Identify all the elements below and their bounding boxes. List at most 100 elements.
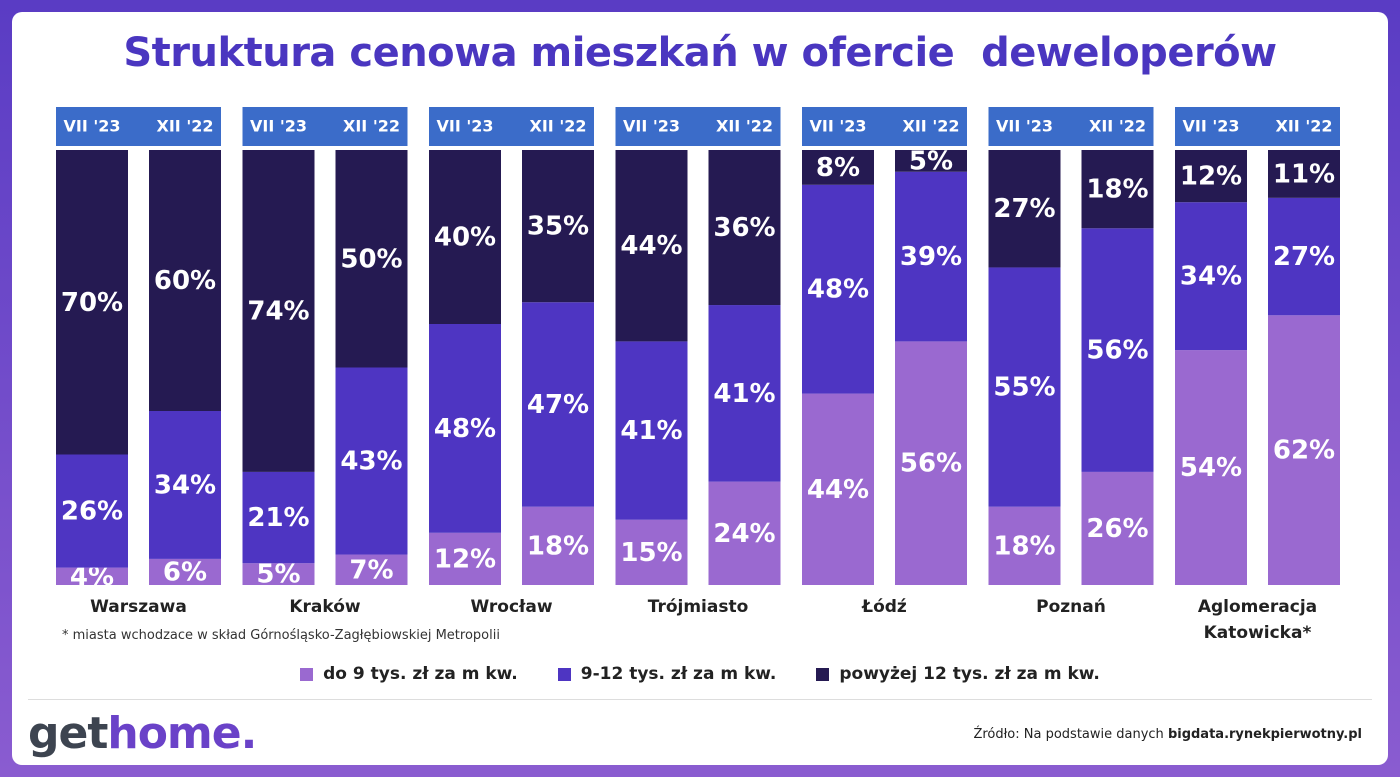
bar-segment xyxy=(895,150,967,172)
value-label: 26% xyxy=(61,497,123,527)
period-label: XII '22 xyxy=(1089,117,1146,136)
bar-segment xyxy=(429,324,501,533)
bar-segment xyxy=(708,305,781,482)
value-label: 5% xyxy=(909,146,953,176)
value-label: 11% xyxy=(1273,159,1335,189)
logo: gethome. xyxy=(28,708,257,759)
value-label: 54% xyxy=(1180,453,1242,483)
bar-segment xyxy=(988,267,1061,507)
bar-segment xyxy=(1175,350,1247,585)
value-label: 8% xyxy=(816,153,860,183)
legend-label: do 9 tys. zł za m kw. xyxy=(323,664,518,684)
bar-segment xyxy=(708,481,781,585)
legend-item: do 9 tys. zł za m kw. xyxy=(300,664,518,684)
logo-part: home. xyxy=(107,708,257,759)
bar-segment xyxy=(149,150,221,411)
city-label: Aglomeracja Katowicka* xyxy=(1197,597,1318,643)
source-link: bigdata.rynekpierwotny.pl xyxy=(1167,727,1362,742)
bar-segment xyxy=(802,150,874,185)
value-label: 21% xyxy=(247,503,309,533)
period-label: XII '22 xyxy=(716,117,773,136)
value-label: 18% xyxy=(527,531,589,561)
value-label: 44% xyxy=(620,231,682,261)
legend-swatch xyxy=(816,667,830,681)
bar-segment xyxy=(335,150,408,368)
bar-segment xyxy=(242,150,315,472)
value-label: 36% xyxy=(713,213,775,243)
bar-segment xyxy=(242,563,315,585)
bar-segment xyxy=(1268,150,1340,198)
value-label: 60% xyxy=(154,266,216,296)
bar-segment xyxy=(1081,150,1154,229)
bar-segment xyxy=(1268,197,1340,316)
period-label: XII '22 xyxy=(530,117,587,136)
value-label: 34% xyxy=(154,470,216,500)
value-label: 48% xyxy=(434,414,496,444)
chart-title: Struktura cenowa mieszkań w ofercie dewe… xyxy=(123,30,1277,76)
value-label: 26% xyxy=(1086,514,1148,544)
value-label: 24% xyxy=(713,519,775,549)
bar-segment xyxy=(895,171,967,342)
value-label: 18% xyxy=(1086,175,1148,205)
period-label: VII '23 xyxy=(996,117,1053,136)
period-label: VII '23 xyxy=(809,117,866,136)
bar-segment xyxy=(335,367,408,555)
value-label: 62% xyxy=(1273,436,1335,466)
bar-segment xyxy=(429,532,501,585)
bar-segment xyxy=(335,554,408,585)
period-header xyxy=(56,107,221,146)
bar-segment xyxy=(242,471,315,564)
bar-segment xyxy=(56,567,128,585)
period-header xyxy=(802,107,967,146)
value-label: 35% xyxy=(527,212,589,242)
period-header xyxy=(429,107,594,146)
bar-segment xyxy=(802,184,874,394)
value-label: 6% xyxy=(163,557,207,587)
period-header xyxy=(988,107,1154,146)
bar-segment xyxy=(149,558,221,585)
value-label: 34% xyxy=(1180,262,1242,292)
city-label: Kraków xyxy=(289,597,361,617)
period-label: VII '23 xyxy=(63,117,120,136)
bar-segment xyxy=(615,519,688,585)
value-label: 56% xyxy=(1086,336,1148,366)
city-label: Łódź xyxy=(862,597,907,617)
value-label: 39% xyxy=(900,242,962,272)
value-label: 70% xyxy=(61,288,123,318)
legend-item: powyżej 12 tys. zł za m kw. xyxy=(816,664,1100,684)
bar-segment xyxy=(149,411,221,559)
city-label: Warszawa xyxy=(90,597,187,617)
value-label: 74% xyxy=(247,296,309,326)
period-header xyxy=(615,107,781,146)
value-label: 55% xyxy=(993,373,1055,403)
value-label: 27% xyxy=(993,194,1055,224)
bar-segment xyxy=(708,150,781,306)
value-label: 7% xyxy=(349,555,393,585)
bar-segment xyxy=(56,454,128,568)
city-label: Trójmiasto xyxy=(647,597,749,617)
city-label: Poznań xyxy=(1036,597,1106,617)
bar-segment xyxy=(1175,150,1247,203)
value-label: 12% xyxy=(434,544,496,574)
value-label: 5% xyxy=(256,560,300,590)
logo-part: get xyxy=(28,708,108,759)
value-label: 50% xyxy=(340,244,402,274)
period-label: XII '22 xyxy=(157,117,214,136)
value-label: 27% xyxy=(1273,242,1335,272)
bar-segment xyxy=(522,302,594,507)
legend-item: 9-12 tys. zł za m kw. xyxy=(557,664,776,684)
value-label: 18% xyxy=(993,531,1055,561)
period-label: VII '23 xyxy=(623,117,680,136)
bar-segment xyxy=(56,150,128,455)
period-label: XII '22 xyxy=(343,117,400,136)
source: Źródło: Na podstawie danych bigdata.ryne… xyxy=(973,727,1362,742)
value-label: 56% xyxy=(900,449,962,479)
bar-segment xyxy=(615,150,688,342)
bar-segment xyxy=(522,506,594,585)
legend: do 9 tys. zł za m kw. 9-12 tys. zł za m k… xyxy=(0,664,1400,684)
value-label: 41% xyxy=(713,379,775,409)
legend-swatch xyxy=(300,667,314,681)
value-label: 15% xyxy=(620,538,682,568)
period-label: VII '23 xyxy=(436,117,493,136)
value-label: 41% xyxy=(620,416,682,446)
